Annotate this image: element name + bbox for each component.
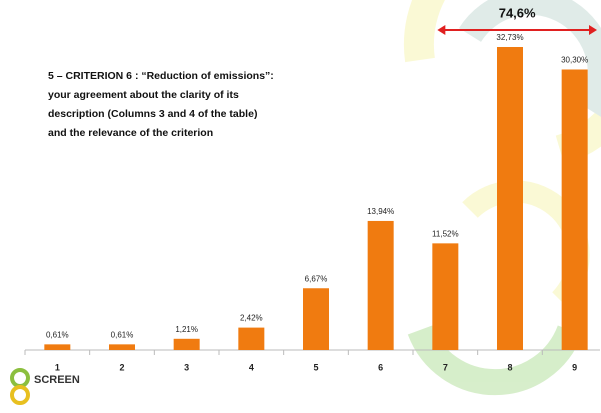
bar xyxy=(368,221,394,350)
chart-title: and the relevance of the criterion xyxy=(48,127,213,139)
chart-title: 5 – CRITERION 6 : “Reduction of emission… xyxy=(48,70,274,82)
value-label: 13,94% xyxy=(367,207,394,216)
x-tick-label: 3 xyxy=(184,362,189,372)
value-label: 30,30% xyxy=(561,56,588,65)
chart: SCREEN 5 – CRITERION 6 : “Reduction of e… xyxy=(0,0,601,413)
value-label: 1,21% xyxy=(175,325,198,334)
logo: SCREEN xyxy=(12,370,80,403)
annotation: 74,6% xyxy=(499,5,536,20)
value-label: 32,73% xyxy=(496,33,523,42)
bar xyxy=(562,69,588,350)
x-tick-label: 5 xyxy=(313,362,318,372)
value-label: 6,67% xyxy=(305,274,328,283)
bar xyxy=(303,288,329,350)
logo-icon xyxy=(12,387,28,403)
chart-title: your agreement about the clarity of its xyxy=(48,89,239,101)
x-tick-label: 8 xyxy=(507,362,512,372)
x-tick-label: 1 xyxy=(55,362,60,372)
bar xyxy=(174,339,200,350)
x-tick-label: 7 xyxy=(443,362,448,372)
x-tick-label: 4 xyxy=(249,362,254,372)
bar xyxy=(432,243,458,350)
bar xyxy=(109,344,135,350)
logo-text: SCREEN xyxy=(34,374,80,386)
chart-title: description (Columns 3 and 4 of the tabl… xyxy=(48,108,257,120)
x-tick-label: 6 xyxy=(378,362,383,372)
logo-icon xyxy=(12,370,28,386)
value-label: 11,52% xyxy=(432,229,459,238)
bar xyxy=(497,47,523,350)
annotation-arrowhead xyxy=(437,25,445,35)
bar xyxy=(44,344,70,350)
value-label: 0,61% xyxy=(111,330,134,339)
x-tick-label: 9 xyxy=(572,362,577,372)
value-label: 0,61% xyxy=(46,330,69,339)
bar xyxy=(238,328,264,350)
value-label: 2,42% xyxy=(240,314,263,323)
x-tick-label: 2 xyxy=(119,362,124,372)
